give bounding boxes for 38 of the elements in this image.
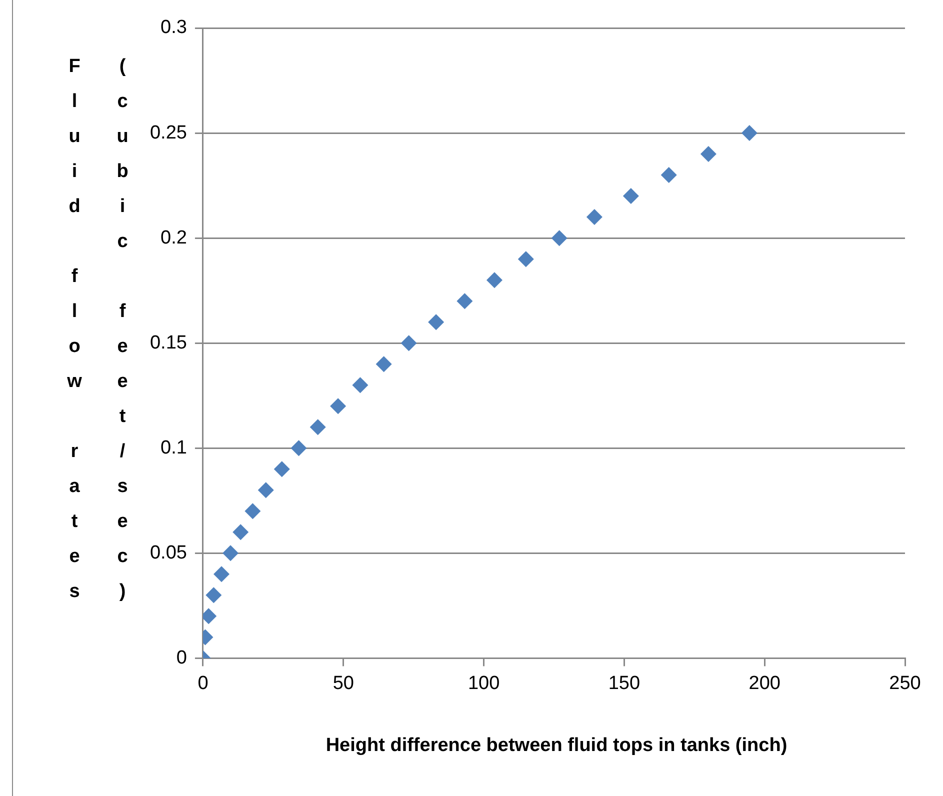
y-tick-label: 0.15 <box>150 332 187 354</box>
y-tick-label: 0.25 <box>150 122 187 144</box>
y-tick-label: 0.1 <box>160 437 187 458</box>
x-axis-title: Height difference between fluid tops in tanks (inch) <box>324 735 788 757</box>
point <box>428 314 444 330</box>
point <box>741 125 758 142</box>
y-tick-label: 0.3 <box>160 17 187 38</box>
x-tick-label: 150 <box>608 672 640 694</box>
point <box>258 482 274 498</box>
x-tick-label: 100 <box>468 672 500 694</box>
point <box>352 377 368 394</box>
point <box>622 188 639 204</box>
y-tick-label: 0 <box>176 647 187 668</box>
point <box>400 335 417 352</box>
point <box>330 398 346 414</box>
point <box>244 503 261 520</box>
text: Fluid flow rates (cubic feet/sec) <box>64 56 133 616</box>
point <box>290 440 307 456</box>
y-tick-label: 0.05 <box>150 542 187 564</box>
y-tick-label: 0.2 <box>160 227 187 248</box>
x-tick-label: 0 <box>198 672 208 694</box>
point <box>700 146 716 162</box>
point <box>486 272 502 288</box>
point <box>660 167 677 184</box>
point <box>310 419 326 436</box>
point <box>376 356 392 372</box>
point <box>222 545 238 562</box>
point <box>232 524 249 540</box>
point <box>456 293 473 310</box>
point <box>518 251 534 268</box>
point <box>206 587 222 604</box>
point <box>274 461 290 478</box>
x-tick-label: 50 <box>332 672 354 694</box>
point <box>551 230 568 246</box>
x-tick-label: 250 <box>889 672 921 694</box>
point <box>214 566 230 582</box>
x-tick-label: 200 <box>748 672 780 694</box>
point <box>586 209 602 226</box>
